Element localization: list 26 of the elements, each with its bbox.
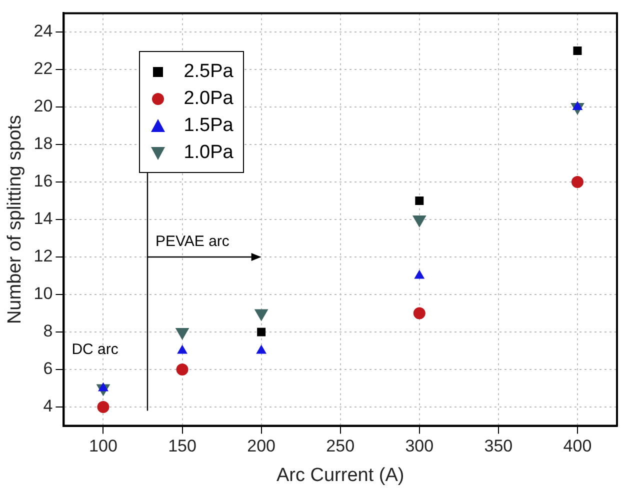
legend-label: 2.5Pa xyxy=(184,60,234,83)
x-tick-label: 400 xyxy=(563,436,592,456)
x-tick-label: 100 xyxy=(89,436,118,456)
x-tick-label: 200 xyxy=(247,436,276,456)
x-tick-label: 150 xyxy=(168,436,196,456)
y-tick-label: 4 xyxy=(43,396,53,416)
legend-label: 1.0Pa xyxy=(184,142,234,164)
y-tick-label: 12 xyxy=(34,246,53,266)
y-tick-label: 20 xyxy=(34,96,53,116)
annotation: DC arc xyxy=(72,340,118,358)
y-tick-label: 16 xyxy=(34,172,53,191)
y-tick-label: 14 xyxy=(34,209,53,228)
x-tick-label: 300 xyxy=(405,436,434,456)
y-tick-label: 8 xyxy=(43,322,53,341)
y-tick-label: 24 xyxy=(34,22,53,41)
legend-label: 2.0Pa xyxy=(184,88,234,110)
y-tick-label: 6 xyxy=(43,359,53,378)
y-axis-title: Number of splitting spots xyxy=(4,114,26,324)
x-tick-label: 350 xyxy=(484,436,513,456)
x-tick-label: 250 xyxy=(326,436,355,456)
legend-label: 1.5Pa xyxy=(184,114,234,137)
annotation: PEVAE arc xyxy=(155,233,230,250)
y-tick-label: 18 xyxy=(34,134,53,154)
x-axis-title: Arc Current (A) xyxy=(276,464,404,486)
y-tick-label: 22 xyxy=(34,59,53,78)
y-tick-label: 10 xyxy=(34,284,53,304)
